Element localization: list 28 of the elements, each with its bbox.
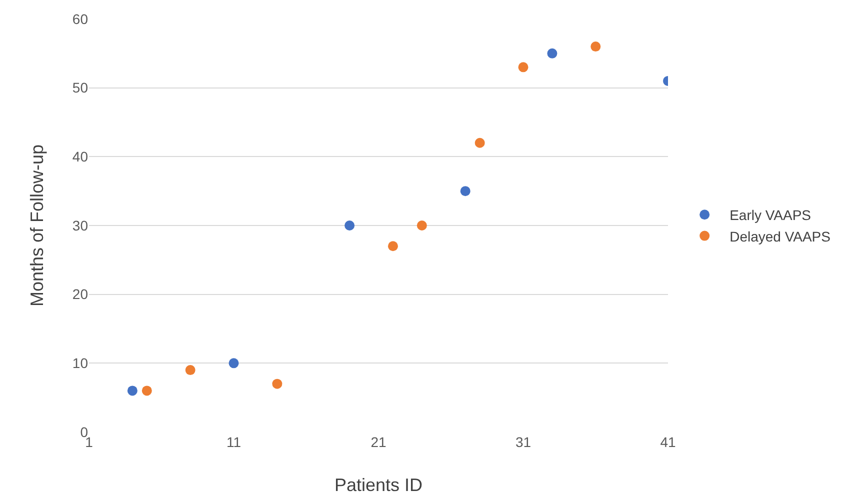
legend-label: Early VAAPS: [730, 207, 812, 224]
point: [547, 48, 558, 58]
point: [474, 138, 485, 148]
y-tick-label: 40: [72, 148, 88, 165]
y-tick-label: 30: [72, 217, 88, 234]
y-tick-label: 60: [72, 10, 88, 27]
point: [590, 42, 601, 52]
point: [344, 220, 355, 230]
y-tick-label: 10: [72, 355, 88, 372]
y-tick-label: 0: [80, 424, 88, 440]
y-axis-title: Months of Follow-up: [27, 144, 47, 307]
x-tick-label: 21: [370, 434, 386, 450]
x-tick-label: 41: [660, 434, 676, 450]
point: [272, 378, 282, 389]
x-tick-label: 11: [226, 434, 242, 450]
point: [185, 365, 196, 376]
x-axis-title: Patients ID: [334, 475, 423, 495]
point: [460, 186, 470, 196]
point: [518, 62, 528, 72]
point: [142, 386, 152, 396]
point: [388, 241, 398, 252]
y-tick-label: 50: [72, 80, 88, 96]
point: [127, 386, 138, 396]
x-tick-label: 31: [515, 434, 532, 450]
point: [416, 220, 427, 230]
point: [228, 358, 239, 368]
y-tick-label: 20: [72, 286, 88, 302]
legend-label: Delayed VAAPS: [730, 228, 830, 244]
